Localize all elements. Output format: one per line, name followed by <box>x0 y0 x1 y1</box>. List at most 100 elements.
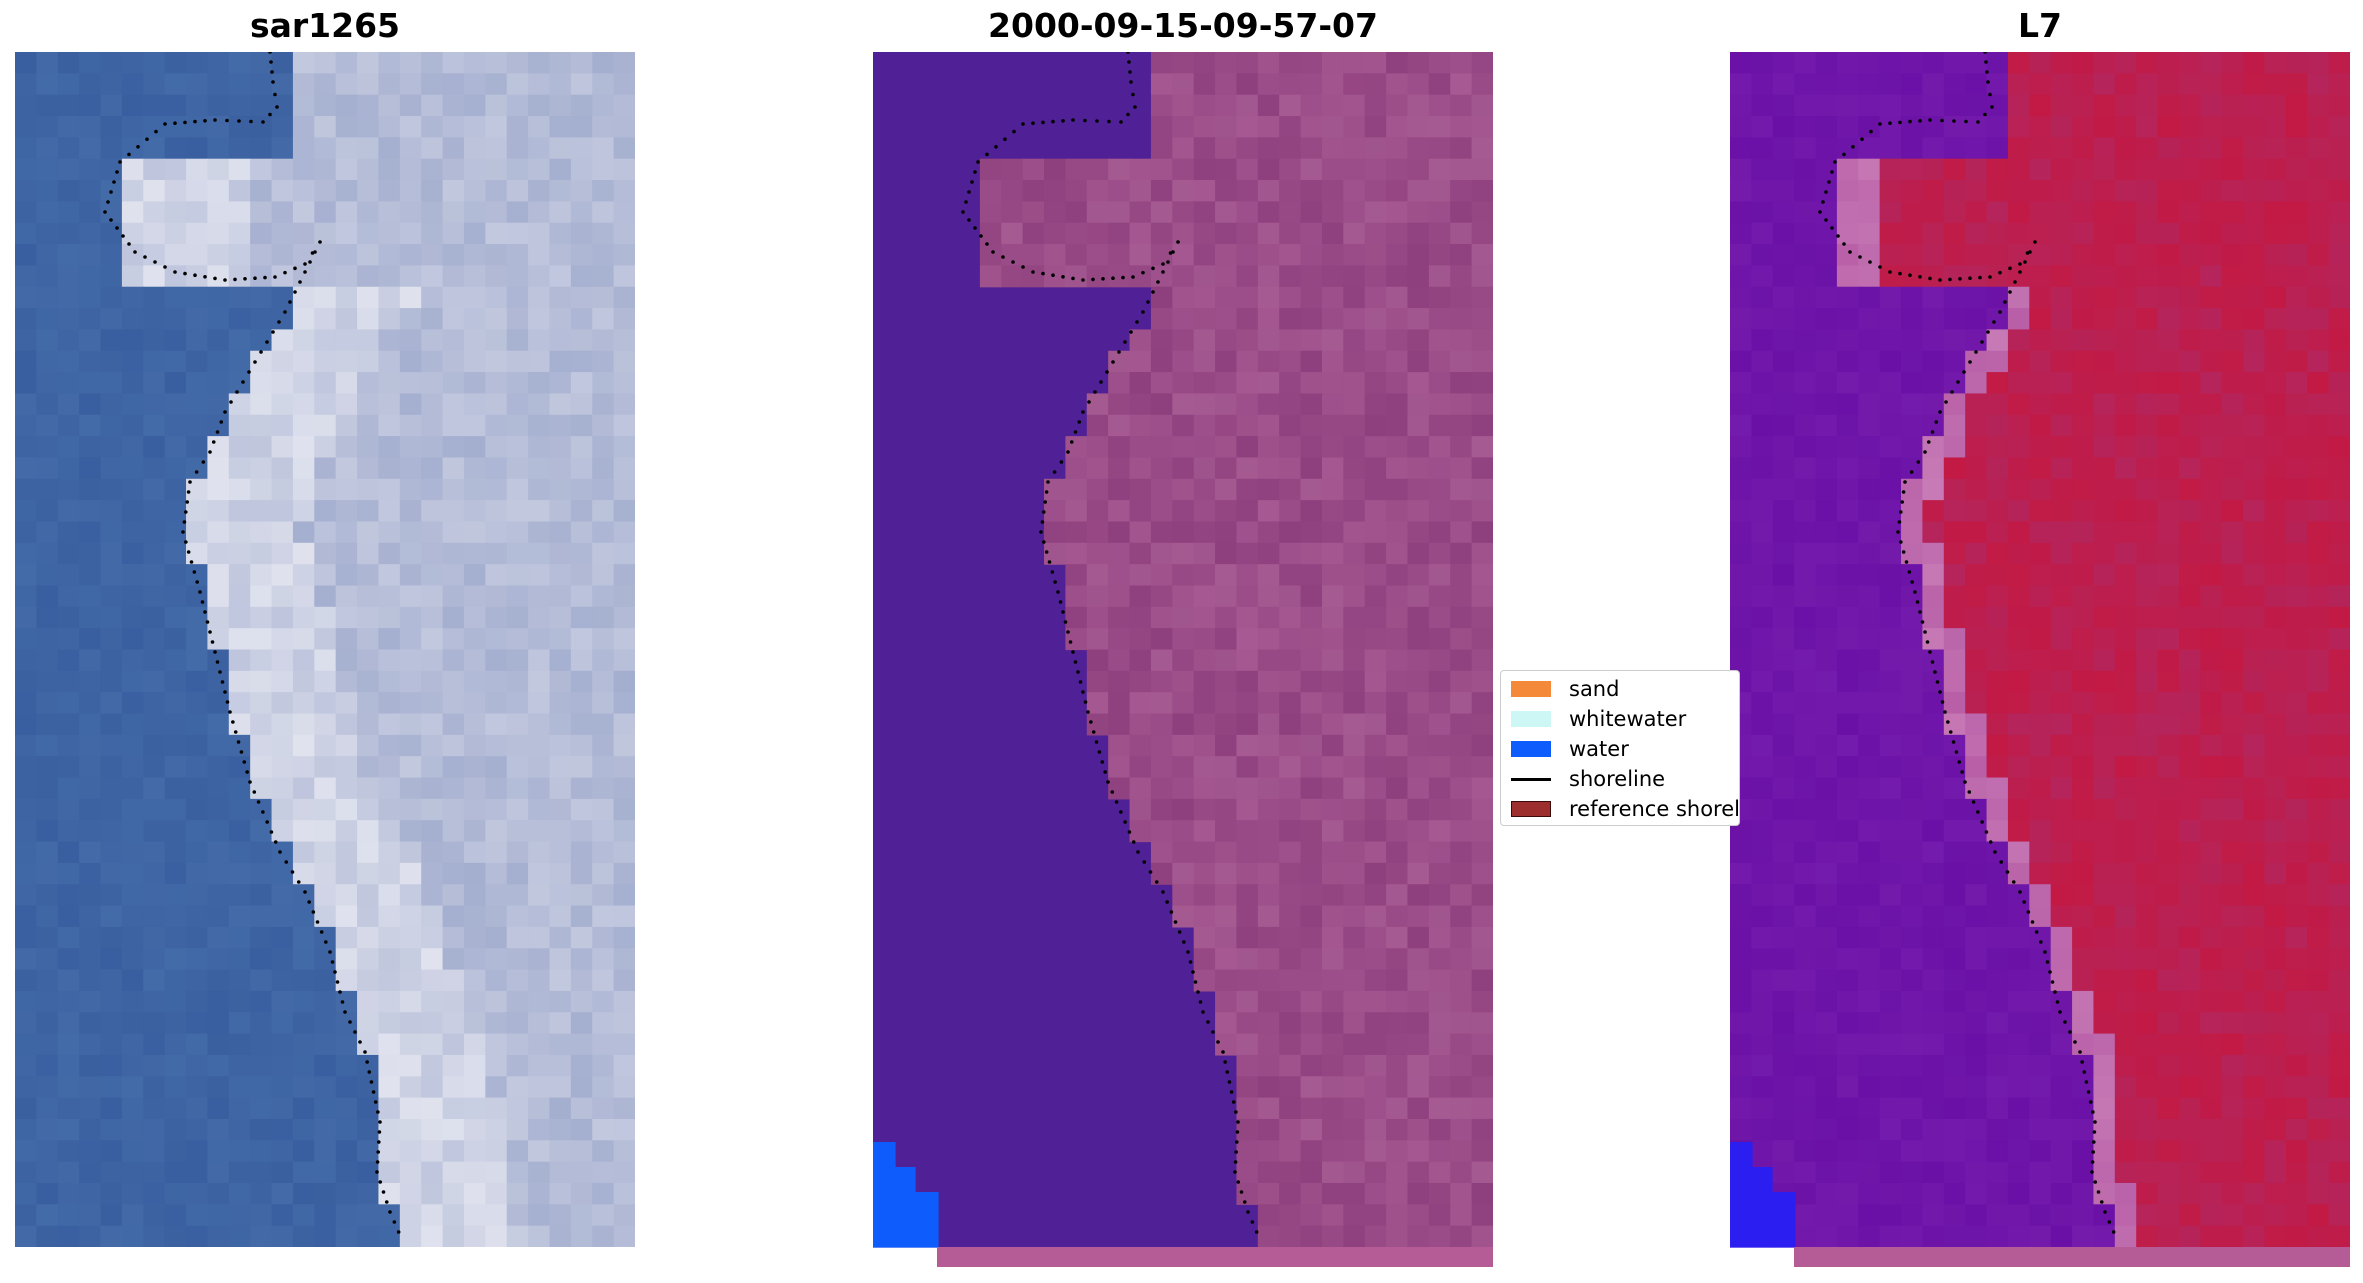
pixel <box>1858 158 1881 181</box>
pixel <box>1879 564 1902 587</box>
pixel <box>250 1225 273 1247</box>
pixel <box>186 265 209 288</box>
pixel <box>2264 990 2287 1013</box>
land-pixel <box>1300 1012 1323 1035</box>
pixel <box>421 372 444 395</box>
land-pixel <box>1450 180 1473 202</box>
land-pixel <box>1279 350 1302 373</box>
pixel <box>2328 158 2350 181</box>
pixel <box>1986 372 2009 395</box>
pixel <box>2114 478 2137 501</box>
pixel <box>357 457 380 480</box>
pixel <box>2029 500 2052 523</box>
pixel <box>2264 521 2287 544</box>
pixel <box>1794 713 1817 736</box>
shoreline-point <box>2018 270 2022 274</box>
pixel <box>2285 265 2308 288</box>
pixel <box>335 73 358 96</box>
shoreline-point <box>243 277 247 281</box>
shoreline-point <box>1151 266 1155 271</box>
bottom-strip <box>937 1247 1493 1267</box>
land-pixel <box>1471 158 1493 181</box>
pixel <box>463 1076 486 1099</box>
pixel <box>2264 265 2287 288</box>
pixel <box>186 286 209 309</box>
land-pixel <box>1129 244 1152 266</box>
shoreline-point <box>994 145 998 149</box>
pixel <box>1858 308 1881 331</box>
shoreline-point <box>1097 750 1102 754</box>
pixel <box>1965 201 1988 224</box>
pixel <box>121 1182 144 1205</box>
pixel <box>1901 1076 1924 1099</box>
pixel <box>2157 94 2180 117</box>
pixel <box>1986 1161 2009 1184</box>
land-pixel <box>1386 478 1409 501</box>
shoreline-point <box>1068 640 1073 644</box>
shoreline-point <box>1069 440 1074 444</box>
pixel <box>2072 478 2095 501</box>
pixel <box>1815 1097 1838 1120</box>
pixel <box>592 884 615 907</box>
pixel <box>1965 286 1988 309</box>
pixel <box>15 393 37 416</box>
pixel <box>1965 564 1988 587</box>
pixel <box>15 542 37 565</box>
pixel <box>485 308 508 331</box>
pixel <box>36 52 59 74</box>
pixel <box>1986 1204 2009 1227</box>
shoreline-point <box>1824 190 1828 194</box>
land-pixel <box>1300 158 1323 181</box>
pixel <box>1943 990 1966 1013</box>
pixel <box>1965 393 1988 416</box>
pixel <box>2178 393 2201 416</box>
pixel <box>271 926 294 949</box>
land-pixel <box>1257 137 1280 160</box>
pixel <box>549 73 572 96</box>
pixel <box>399 414 422 437</box>
pixel <box>250 286 273 309</box>
pixel <box>399 73 422 96</box>
shoreline-point <box>1898 120 1902 125</box>
pixel <box>399 500 422 523</box>
pixel <box>1836 969 1859 992</box>
pixel <box>79 1033 102 1056</box>
land-pixel <box>1364 734 1387 757</box>
land-pixel <box>1001 158 1024 181</box>
pixel <box>250 948 273 971</box>
pixel <box>1815 1118 1838 1141</box>
land-pixel <box>1343 734 1366 757</box>
pixel <box>442 201 465 224</box>
pixel <box>1986 414 2009 437</box>
pixel <box>2243 969 2266 992</box>
pixel <box>271 756 294 779</box>
land-pixel <box>1471 820 1493 843</box>
pixel <box>442 158 465 181</box>
pixel <box>1772 926 1795 949</box>
pixel <box>1794 734 1817 757</box>
shoreline-point <box>143 255 147 259</box>
pixel <box>1858 820 1881 843</box>
land-pixel <box>1343 201 1366 224</box>
pixel <box>250 884 273 907</box>
pixel <box>570 585 593 608</box>
land-pixel <box>1386 820 1409 843</box>
pixel <box>314 1012 337 1035</box>
pixel <box>2029 329 2052 352</box>
pixel <box>549 1054 572 1077</box>
pixel <box>2285 52 2308 74</box>
pixel <box>463 841 486 864</box>
pixel <box>1858 905 1881 928</box>
land-pixel <box>1321 948 1344 971</box>
pixel <box>250 478 273 501</box>
pixel <box>1730 201 1752 224</box>
pixel <box>1879 1054 1902 1077</box>
land-pixel <box>1321 393 1344 416</box>
pixel <box>228 222 251 245</box>
pixel <box>2007 777 2030 800</box>
pixel <box>2072 222 2095 245</box>
land-pixel <box>1257 862 1280 885</box>
pixel <box>2050 756 2073 779</box>
land-pixel <box>1172 905 1195 928</box>
land-pixel <box>1471 905 1493 928</box>
